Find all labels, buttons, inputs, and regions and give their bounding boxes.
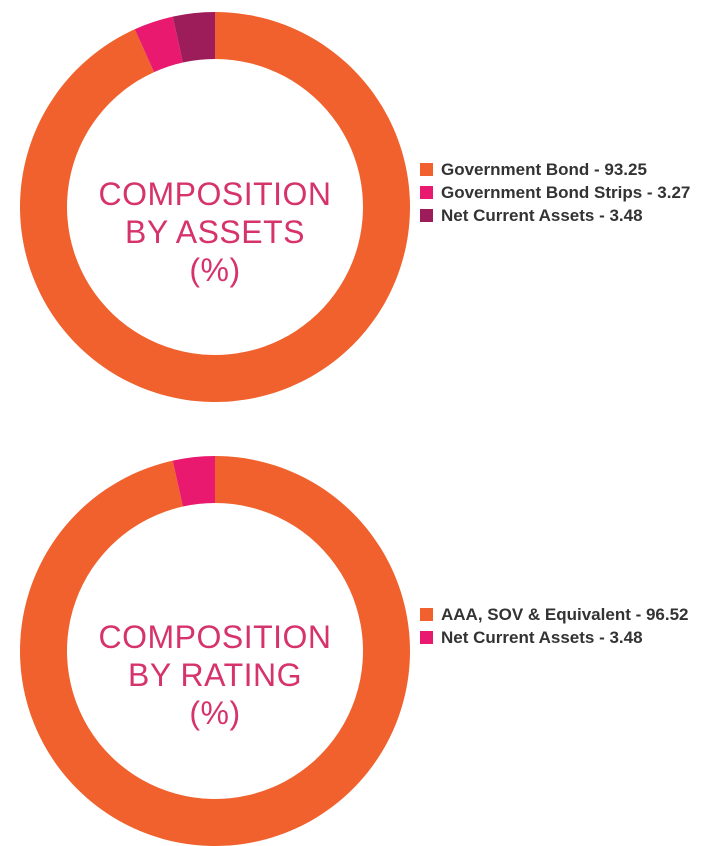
assets-center-line-2: BY ASSETS	[125, 214, 305, 250]
legend-swatch	[420, 163, 433, 176]
legend-item-net-current-assets: Net Current Assets - 3.48	[420, 205, 716, 226]
composition-by-rating-chart: COMPOSITION BY RATING (%) AAA, SOV & Equ…	[0, 440, 716, 846]
legend-swatch	[420, 608, 433, 621]
legend-swatch	[420, 186, 433, 199]
assets-center-line-1: COMPOSITION	[98, 176, 332, 212]
rating-donut	[20, 456, 410, 846]
rating-center-line-2: BY RATING	[127, 657, 302, 693]
legend-item-government-bond-strips: Government Bond Strips - 3.27	[420, 182, 716, 203]
legend-item-government-bond: Government Bond - 93.25	[420, 159, 716, 180]
rating-center-line-3: (%)	[189, 695, 241, 731]
assets-center-label: COMPOSITION BY ASSETS (%)	[20, 175, 410, 289]
slice-net-current-assets	[172, 456, 215, 507]
legend-label: Net Current Assets - 3.48	[441, 628, 643, 647]
rating-legend: AAA, SOV & Equivalent - 96.52 Net Curren…	[420, 604, 716, 650]
legend-item-net-current-assets: Net Current Assets - 3.48	[420, 627, 716, 648]
composition-by-assets-chart: COMPOSITION BY ASSETS (%) Government Bon…	[0, 0, 716, 420]
legend-swatch	[420, 631, 433, 644]
legend-label: Government Bond - 93.25	[441, 160, 647, 179]
slice-government-bond-strips	[134, 16, 183, 73]
assets-donut	[20, 12, 410, 402]
rating-center-line-1: COMPOSITION	[98, 619, 332, 655]
legend-item-aaa-sov-equivalent: AAA, SOV & Equivalent - 96.52	[420, 604, 716, 625]
legend-label: Net Current Assets - 3.48	[441, 206, 643, 225]
rating-center-label: COMPOSITION BY RATING (%)	[20, 618, 410, 732]
assets-center-line-3: (%)	[189, 252, 241, 288]
assets-legend: Government Bond - 93.25 Government Bond …	[420, 159, 716, 228]
legend-label: Government Bond Strips - 3.27	[441, 183, 691, 202]
legend-label: AAA, SOV & Equivalent - 96.52	[441, 605, 689, 624]
slice-net-current-assets	[172, 12, 215, 63]
legend-swatch	[420, 209, 433, 222]
